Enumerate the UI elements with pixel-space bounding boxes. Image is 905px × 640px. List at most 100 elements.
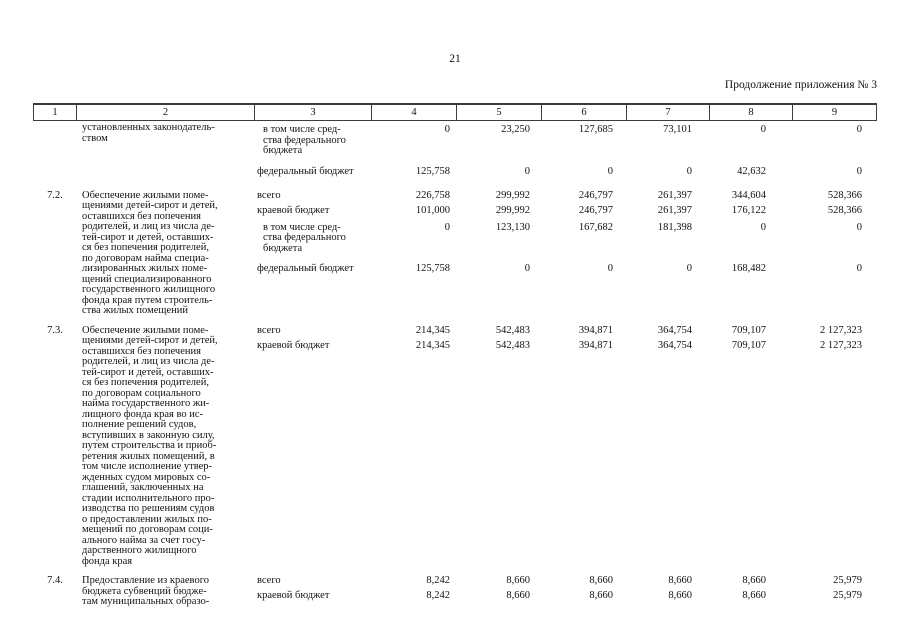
budget-line-label: краевой бюджет — [257, 204, 330, 216]
amount-cell: 542,483 — [495, 339, 530, 351]
amount-cell: 0 — [760, 221, 766, 233]
amount-cell: 0 — [856, 124, 862, 135]
amount-cell: 25,979 — [833, 590, 862, 601]
budget-line-label: в том числе сред- ства федерального бюдж… — [263, 221, 346, 254]
budget-line: федеральный бюджет 125,758 0 0 0 168,482… — [255, 263, 877, 275]
table-row: установленных законодатель- ством в том … — [33, 122, 877, 182]
amount-cell: 528,366 — [827, 189, 862, 201]
column-header-cell: 4 — [372, 105, 457, 120]
amount-cell: 8,242 — [426, 575, 450, 586]
amount-cell: 542,483 — [495, 324, 530, 336]
budget-line: в том числе сред- ства федерального бюдж… — [255, 124, 877, 157]
amount-cell: 0 — [607, 263, 613, 274]
budget-line: всего 226,758 299,992 246,797 261,397 34… — [255, 189, 877, 202]
amount-cell: 123,130 — [495, 221, 530, 233]
budget-line-label: федеральный бюджет — [257, 263, 354, 274]
row-number: 7.2. — [47, 189, 63, 201]
amount-cell: 0 — [444, 221, 450, 233]
budget-line-label: федеральный бюджет — [257, 165, 354, 177]
page-number: 21 — [449, 53, 461, 65]
amount-cell: 214,345 — [415, 339, 450, 351]
amount-cell: 25,979 — [833, 575, 862, 586]
column-header-cell: 7 — [627, 105, 710, 120]
budget-lines: в том числе сред- ства федерального бюдж… — [255, 123, 877, 182]
row-description: установленных законодатель- ством — [82, 122, 215, 144]
column-header-cell: 9 — [831, 107, 838, 118]
budget-line: в том числе сред- ства федерального бюдж… — [255, 221, 877, 255]
column-header-cell: 6 — [542, 105, 627, 120]
amount-cell: 246,797 — [578, 189, 613, 201]
amount-cell: 23,250 — [501, 124, 530, 135]
amount-cell: 176,122 — [731, 204, 766, 216]
amount-cell: 125,758 — [415, 263, 450, 274]
amount-cell: 299,992 — [495, 189, 530, 201]
amount-cell: 42,632 — [737, 165, 766, 177]
amount-cell: 299,992 — [495, 204, 530, 216]
column-header-cell: 8 — [710, 105, 793, 120]
row-description: Предоставление из краевого бюджета субве… — [82, 575, 210, 607]
amount-cell: 0 — [524, 263, 530, 274]
amount-cell: 364,754 — [657, 324, 692, 336]
amount-cell: 101,000 — [415, 204, 450, 216]
amount-cell: 8,660 — [506, 590, 530, 601]
amount-cell: 261,397 — [657, 204, 692, 216]
table-row: 7.4. Предоставление из краевого бюджета … — [33, 575, 877, 608]
budget-line: краевой бюджет 214,345 542,483 394,871 3… — [255, 339, 877, 352]
row-description: Обеспечение жилыми поме- щениями детей-с… — [82, 324, 218, 567]
amount-cell: 8,660 — [668, 590, 692, 601]
amount-cell: 0 — [686, 165, 692, 177]
amount-cell: 8,660 — [742, 590, 766, 601]
continuation-note: Продолжение приложения № 3 — [724, 79, 877, 91]
amount-cell: 0 — [856, 221, 862, 233]
amount-cell: 0 — [444, 124, 450, 135]
amount-cell: 8,660 — [589, 575, 613, 586]
amount-cell: 0 — [760, 124, 766, 135]
budget-line-label: всего — [257, 324, 281, 336]
amount-cell: 0 — [686, 263, 692, 274]
amount-cell: 0 — [856, 165, 862, 177]
amount-cell: 528,366 — [827, 204, 862, 216]
amount-cell: 214,345 — [415, 324, 450, 336]
row-number: 7.4. — [47, 575, 63, 586]
amount-cell: 394,871 — [578, 339, 613, 351]
amount-cell: 709,107 — [731, 339, 766, 351]
amount-cell: 0 — [524, 165, 530, 177]
amount-cell: 8,660 — [506, 575, 530, 586]
amount-cell: 181,398 — [657, 221, 692, 233]
amount-cell: 167,682 — [578, 221, 613, 233]
column-header-cell: 3 — [255, 105, 372, 120]
amount-cell: 261,397 — [657, 189, 692, 201]
amount-cell: 226,758 — [415, 189, 450, 201]
amount-cell: 73,101 — [663, 124, 692, 135]
amount-cell: 8,660 — [742, 575, 766, 586]
budget-line: краевой бюджет 8,242 8,660 8,660 8,660 8… — [255, 590, 877, 602]
amount-cell: 709,107 — [731, 324, 766, 336]
amount-cell: 344,604 — [731, 189, 766, 201]
budget-line-label: всего — [257, 189, 281, 201]
budget-table: 1 2 3 4 5 6 7 8 9 установленных законода… — [33, 103, 877, 617]
amount-cell: 127,685 — [578, 124, 613, 135]
table-body: установленных законодатель- ством в том … — [33, 121, 877, 608]
budget-lines: всего 214,345 542,483 394,871 364,754 70… — [255, 324, 877, 356]
budget-line: всего 8,242 8,660 8,660 8,660 8,660 25,9… — [255, 575, 877, 587]
budget-line-label: в том числе сред- ства федерального бюдж… — [263, 124, 346, 156]
amount-cell: 168,482 — [731, 263, 766, 274]
amount-cell: 2 127,323 — [820, 339, 862, 351]
budget-line-label: краевой бюджет — [257, 339, 330, 351]
budget-lines: всего 226,758 299,992 246,797 261,397 34… — [255, 189, 877, 280]
table-row: 7.3. Обеспечение жилыми поме- щениями де… — [33, 324, 877, 568]
budget-line: всего 214,345 542,483 394,871 364,754 70… — [255, 324, 877, 337]
amount-cell: 8,660 — [589, 590, 613, 601]
table-row: 7.2. Обеспечение жилыми поме- щениями де… — [33, 189, 877, 317]
amount-cell: 2 127,323 — [820, 324, 862, 336]
amount-cell: 125,758 — [415, 165, 450, 177]
row-number: 7.3. — [47, 324, 63, 336]
amount-cell: 0 — [607, 165, 613, 177]
column-header-cell: 2 — [77, 105, 255, 120]
budget-line: краевой бюджет 101,000 299,992 246,797 2… — [255, 204, 877, 217]
table-header-row: 1 2 3 4 5 6 7 8 9 — [33, 103, 877, 121]
amount-cell: 0 — [856, 263, 862, 274]
amount-cell: 8,660 — [668, 575, 692, 586]
amount-cell: 364,754 — [657, 339, 692, 351]
